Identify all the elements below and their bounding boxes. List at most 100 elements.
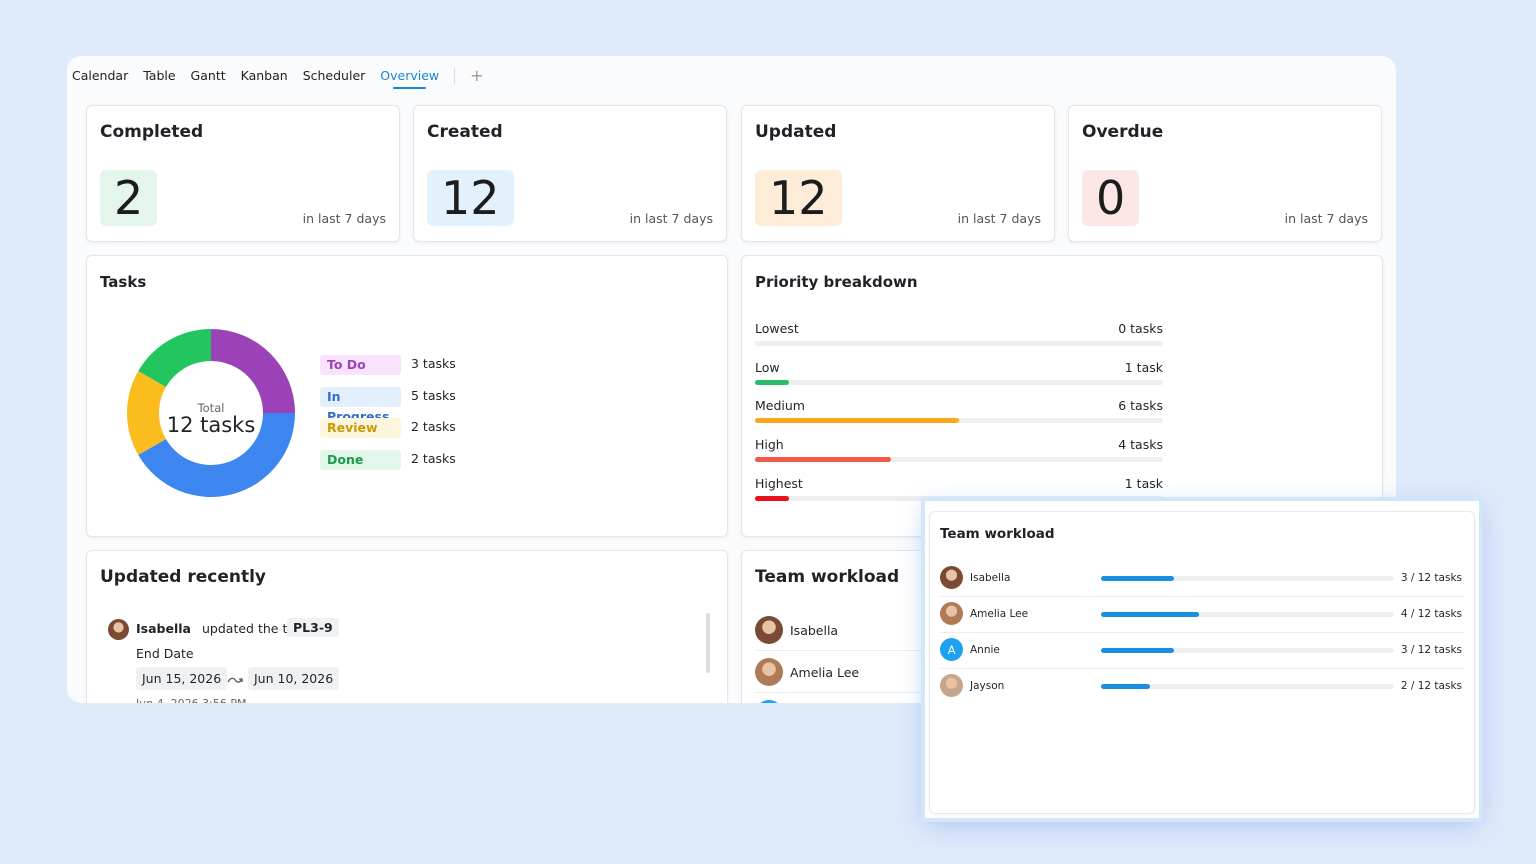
workload-track bbox=[1101, 612, 1394, 617]
stat-card: Overdue 0 in last 7 days bbox=[1068, 105, 1382, 242]
tab[interactable]: Scheduler bbox=[302, 68, 366, 83]
donut-segment bbox=[138, 329, 211, 387]
priority-track bbox=[755, 341, 1163, 346]
stat-value: 12 bbox=[427, 170, 514, 226]
avatar: A bbox=[940, 638, 963, 661]
activity-time: Jun 4, 2026 3:56 PM bbox=[136, 697, 247, 703]
arrow-icon bbox=[227, 677, 243, 683]
row-separator bbox=[940, 596, 1464, 597]
updated-recently-card: Updated recently Isabella updated the task… bbox=[86, 550, 728, 703]
avatar bbox=[940, 602, 963, 625]
date-chip: Jun 10, 2026 bbox=[248, 667, 340, 690]
stat-value: 2 bbox=[100, 170, 158, 226]
priority-label: Low bbox=[755, 359, 780, 375]
arrow-path bbox=[227, 677, 243, 683]
tab[interactable]: Calendar bbox=[72, 68, 129, 83]
priority-track bbox=[755, 457, 1163, 463]
priority-bar bbox=[755, 379, 789, 385]
avatar bbox=[755, 616, 783, 644]
row-separator bbox=[940, 632, 1464, 633]
stat-card: Created 12 in last 7 days bbox=[413, 105, 727, 242]
priority-label: Highest bbox=[755, 475, 803, 491]
stat-card: Updated 12 in last 7 days bbox=[741, 105, 1055, 242]
avatar bbox=[940, 674, 963, 697]
workload-bar bbox=[1101, 612, 1199, 617]
card-title: Priority breakdown bbox=[755, 273, 918, 291]
avatar bbox=[940, 566, 963, 589]
donut-segment bbox=[138, 413, 295, 497]
workload-bar bbox=[1101, 648, 1175, 653]
priority-count: 1 task bbox=[1124, 359, 1163, 375]
status-chip: To Do bbox=[320, 355, 401, 375]
workload-bar bbox=[1101, 684, 1150, 689]
popup-title: Team workload bbox=[940, 526, 1055, 542]
stat-value: 0 bbox=[1082, 170, 1140, 226]
donut-segment bbox=[211, 329, 295, 413]
priority-track bbox=[755, 495, 1163, 501]
activity-action: updated the task bbox=[202, 621, 309, 636]
stat-card: Completed 2 in last 7 days bbox=[86, 105, 400, 242]
activity-user: Isabella bbox=[136, 621, 191, 636]
stat-title: Completed bbox=[100, 122, 204, 142]
workload-track bbox=[1101, 576, 1394, 581]
member-name: Amelia Lee bbox=[970, 608, 1029, 620]
priority-count: 6 tasks bbox=[1118, 398, 1163, 414]
stat-note: in last 7 days bbox=[957, 211, 1041, 226]
stat-title: Overdue bbox=[1082, 122, 1164, 142]
priority-count: 0 tasks bbox=[1118, 321, 1163, 336]
member-name: Annie bbox=[970, 644, 1000, 656]
member-name: Isabella bbox=[790, 623, 839, 638]
workload-label: 2 / 12 tasks bbox=[1400, 680, 1462, 692]
status-count: 2 tasks bbox=[411, 450, 456, 466]
add-tab-button[interactable]: + bbox=[470, 66, 484, 85]
stat-title: Created bbox=[427, 122, 503, 142]
card-title: Team workload bbox=[755, 567, 900, 587]
tab[interactable]: Overview bbox=[380, 68, 439, 89]
tab[interactable]: Table bbox=[143, 68, 176, 83]
team-workload-popup: Team workload Isabella 3 / 12 tasks Amelia … bbox=[925, 501, 1479, 818]
stat-note: in last 7 days bbox=[302, 211, 386, 226]
tab-divider bbox=[454, 67, 456, 84]
workload-label: 4 / 12 tasks bbox=[1400, 608, 1462, 620]
status-chip: Review bbox=[320, 418, 401, 438]
avatar bbox=[755, 700, 783, 703]
stat-note: in last 7 days bbox=[629, 211, 713, 226]
tab-underline bbox=[393, 87, 427, 89]
member-name: Isabella bbox=[970, 572, 1011, 584]
priority-track bbox=[755, 418, 1163, 424]
stat-note: in last 7 days bbox=[1284, 211, 1368, 226]
donut-chart bbox=[127, 329, 295, 497]
priority-label: Medium bbox=[755, 398, 805, 414]
date-chip: Jun 15, 2026 bbox=[136, 667, 228, 690]
popup-inner-card bbox=[929, 511, 1475, 814]
tab-bar: Calendar Table Gantt Kanban Scheduler Overvie… bbox=[72, 66, 484, 91]
workload-bar bbox=[1101, 576, 1175, 581]
tab[interactable]: Kanban bbox=[240, 68, 288, 83]
workload-label: 3 / 12 tasks bbox=[1400, 644, 1462, 656]
member-name: Jayson bbox=[970, 680, 1005, 692]
status-chip: In Progress bbox=[320, 386, 401, 424]
avatar bbox=[108, 619, 129, 640]
workload-label: 3 / 12 tasks bbox=[1400, 572, 1462, 584]
priority-count: 4 tasks bbox=[1118, 437, 1163, 453]
priority-bar bbox=[755, 495, 789, 501]
stat-title: Updated bbox=[755, 122, 837, 142]
row-separator bbox=[940, 668, 1464, 669]
stat-value: 12 bbox=[755, 170, 842, 226]
status-chip: Done bbox=[320, 449, 401, 470]
field-name: End Date bbox=[136, 646, 194, 661]
status-count: 2 tasks bbox=[411, 419, 456, 434]
tasks-card: Tasks Total 12 tasks To Do 3 tasks In Progres… bbox=[86, 255, 728, 537]
avatar bbox=[755, 658, 783, 686]
donut-segment bbox=[127, 371, 166, 455]
member-name: Amelia Lee bbox=[790, 665, 860, 680]
status-count: 5 tasks bbox=[411, 387, 456, 403]
scrollbar bbox=[706, 613, 710, 673]
priority-label: High bbox=[755, 437, 784, 453]
priority-count: 1 task bbox=[1124, 475, 1163, 491]
priority-bar bbox=[755, 457, 891, 463]
tab[interactable]: Gantt bbox=[190, 68, 226, 83]
priority-bar bbox=[755, 418, 959, 424]
workload-track bbox=[1101, 684, 1394, 689]
